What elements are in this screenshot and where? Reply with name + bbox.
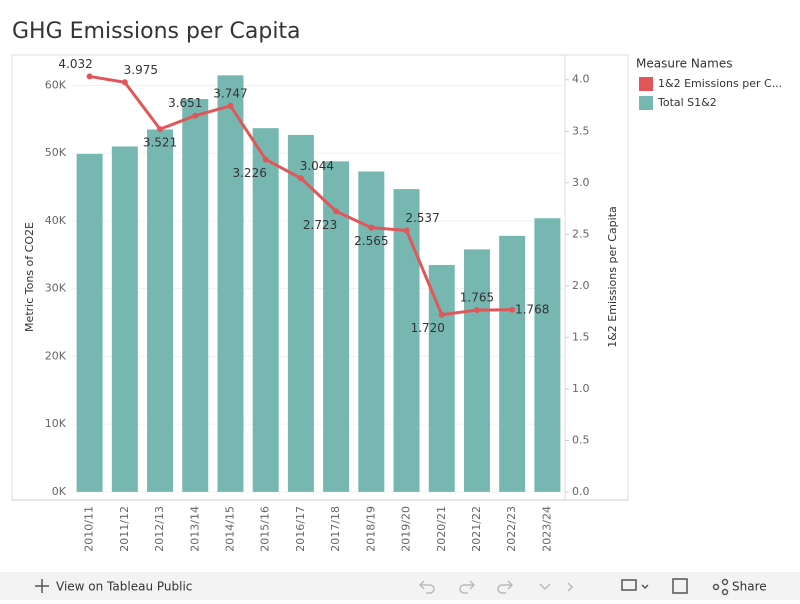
tableau-icon [35, 579, 49, 593]
data-label: 3.975 [124, 63, 158, 77]
y2-tick-label: 3.0 [572, 176, 590, 189]
bar [217, 75, 244, 492]
y-tick-label: 40K [45, 214, 67, 227]
bar [287, 134, 314, 492]
toolbar [0, 572, 800, 600]
data-label: 2.537 [405, 211, 439, 225]
bar [76, 153, 103, 492]
share-button[interactable]: Share [732, 580, 767, 594]
point [86, 73, 93, 80]
x-tick-label: 2018/19 [364, 506, 377, 552]
y-tick-label: 50K [45, 146, 67, 159]
toolbar-icons [418, 578, 729, 596]
x-tick-label: 2013/14 [188, 506, 201, 552]
x-tick-label: 2016/17 [294, 506, 307, 552]
y2-tick-label: 1.0 [572, 382, 590, 395]
legend-title: Measure Names [636, 57, 732, 71]
y-tick-label: 30K [45, 282, 67, 295]
y2-tick-label: 4.0 [572, 73, 590, 86]
x-tick-label: 2019/20 [400, 506, 413, 552]
x-tick-label: 2015/16 [259, 506, 272, 552]
y2-tick-label: 1.5 [572, 330, 590, 343]
y-axis-title: Metric Tons of CO2E [23, 222, 36, 332]
x-tick-label: 2010/11 [83, 506, 96, 552]
point [121, 79, 128, 86]
bar [111, 146, 138, 492]
bar [534, 218, 561, 492]
y-tick-label: 0K [52, 485, 67, 498]
point [262, 156, 269, 163]
data-label: 1.768 [515, 302, 549, 316]
data-label: 3.651 [168, 96, 202, 110]
bar [393, 189, 420, 492]
y2-axis-title: 1&2 Emissions per Capita [606, 206, 619, 348]
x-tick-label: 2011/12 [118, 506, 131, 552]
data-label: 1.765 [460, 291, 494, 305]
view-on-tableau[interactable]: View on Tableau Public [56, 580, 192, 594]
point [157, 126, 164, 133]
y-tick-label: 20K [45, 349, 67, 362]
legend-label: 1&2 Emissions per C... [658, 77, 782, 90]
y2-tick-label: 0.5 [572, 433, 590, 446]
data-label: 3.521 [143, 136, 177, 150]
x-tick-label: 2012/13 [153, 506, 166, 552]
y2-tick-label: 2.0 [572, 279, 590, 292]
point [438, 311, 445, 318]
bar [463, 249, 490, 492]
point [403, 227, 410, 234]
bar [499, 235, 526, 492]
data-label: 2.565 [354, 234, 388, 248]
y2-tick-label: 3.5 [572, 124, 590, 137]
y2-tick-label: 0.0 [572, 485, 590, 498]
point [192, 112, 199, 119]
x-tick-label: 2014/15 [223, 506, 236, 552]
y2-tick-label: 2.5 [572, 227, 590, 240]
x-tick-label: 2020/21 [435, 506, 448, 552]
data-label: 4.032 [58, 57, 92, 71]
y-tick-label: 60K [45, 78, 67, 91]
legend-label: Total S1&2 [657, 96, 717, 109]
x-tick-label: 2022/23 [505, 506, 518, 552]
point [333, 208, 340, 215]
bar [252, 128, 279, 492]
x-tick-label: 2023/24 [540, 506, 553, 552]
x-tick-label: 2021/22 [470, 506, 483, 552]
legend-swatch [639, 77, 653, 91]
bar [428, 264, 455, 492]
y-tick-label: 10K [45, 417, 67, 430]
legend-swatch [639, 96, 653, 110]
point [227, 102, 234, 109]
point [297, 175, 304, 182]
data-label: 2.723 [303, 218, 337, 232]
chart-title: GHG Emissions per Capita [12, 19, 301, 44]
point [473, 307, 480, 314]
data-label: 1.720 [411, 321, 445, 335]
point [509, 306, 516, 313]
bar [147, 129, 174, 492]
bar [358, 171, 385, 492]
x-tick-label: 2017/18 [329, 506, 342, 552]
bar [182, 99, 209, 492]
data-label: 3.044 [300, 159, 334, 173]
data-label: 3.747 [213, 86, 247, 100]
point [368, 224, 375, 231]
data-label: 3.226 [232, 166, 266, 180]
